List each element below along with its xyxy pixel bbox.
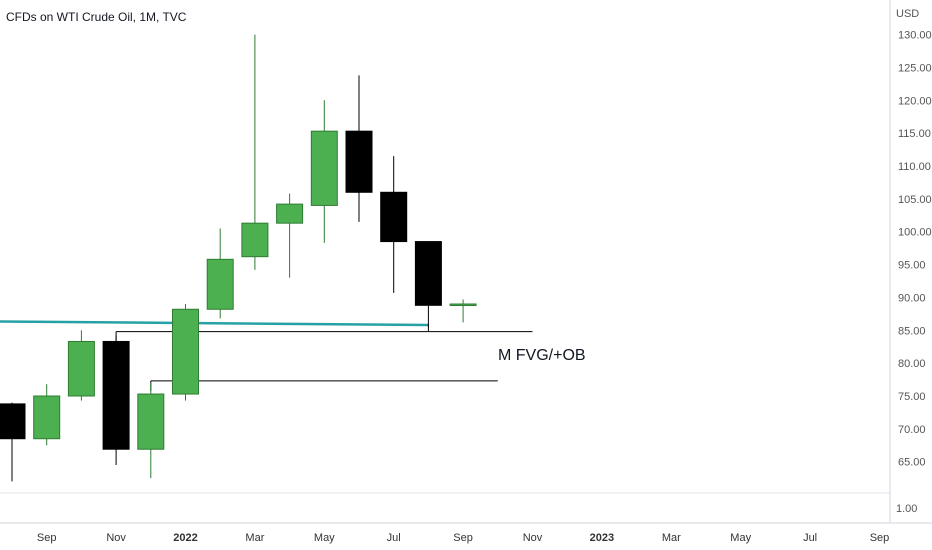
candle-body: [172, 308, 199, 395]
time-tick-label: Nov: [523, 532, 543, 544]
time-tick-label: Mar: [245, 532, 264, 544]
time-tick-label: Sep: [453, 532, 473, 544]
candle-body: [276, 203, 304, 224]
time-tick-label: May: [730, 532, 751, 544]
time-tick-label: Nov: [106, 532, 126, 544]
price-tick-label: 90.00: [898, 292, 926, 304]
time-tick-label: 2022: [173, 532, 197, 544]
candle-body: [241, 222, 269, 258]
time-axis[interactable]: Sep Nov 2022 Mar May Jul Sep Nov 2023 Mar May Jul Se…: [0, 522, 932, 544]
plot-area[interactable]: M FVG/+OB CFDs on WTI Crude Oil, 1M, TVC: [0, 10, 586, 482]
price-tick-label: 75.00: [898, 391, 926, 403]
price-tick-label: 105.00: [898, 194, 932, 206]
candle-2022-09[interactable]: [449, 299, 477, 323]
time-tick-label: Sep: [870, 532, 890, 544]
time-tick-label: Jul: [387, 532, 401, 544]
candle-2022-07[interactable]: [380, 156, 408, 293]
candle-2022-02[interactable]: [206, 228, 234, 319]
candle-body: [0, 403, 26, 440]
trendline[interactable]: [0, 320, 429, 327]
candle-body: [380, 191, 408, 243]
candle-body: [310, 130, 338, 206]
currency-label: USD: [896, 8, 919, 20]
candle-2022-03[interactable]: [241, 34, 269, 270]
price-tick-label: 85.00: [898, 325, 926, 337]
price-tick-label: 120.00: [898, 95, 932, 107]
price-tick-label: 95.00: [898, 260, 926, 272]
candle-2021-12[interactable]: [137, 382, 165, 479]
time-tick-label: 2023: [590, 532, 614, 544]
candle-2022-04[interactable]: [276, 193, 304, 278]
price-axis[interactable]: USD 130.00 125.00 120.00 115.00 110.00 105.00…: [889, 0, 932, 523]
candle-2022-05[interactable]: [310, 100, 338, 243]
candle-body: [345, 130, 373, 193]
price-tick-label: 125.00: [898, 62, 932, 74]
candle-2021-08[interactable]: [0, 402, 26, 482]
time-tick-label: Mar: [662, 532, 681, 544]
candle-body: [449, 303, 477, 306]
candle-body: [67, 340, 95, 397]
candles: [0, 34, 477, 482]
price-tick-label: 115.00: [898, 128, 931, 140]
candle-body: [102, 340, 130, 450]
time-tick-label: May: [314, 532, 335, 544]
price-tick-label: 110.00: [898, 161, 931, 173]
candle-body: [33, 395, 61, 440]
candle-body: [414, 241, 442, 306]
candle-2022-01[interactable]: [172, 304, 199, 401]
candle-2022-08[interactable]: [414, 241, 442, 327]
time-tick-label: Jul: [803, 532, 817, 544]
price-tick-label: 80.00: [898, 358, 926, 370]
candle-2021-11[interactable]: [102, 335, 130, 465]
time-tick-label: Sep: [37, 532, 57, 544]
candle-body: [206, 258, 234, 310]
candle-body: [137, 393, 165, 450]
price-tick-label: 130.00: [898, 30, 932, 42]
candle-2021-09[interactable]: [33, 384, 61, 446]
candle-2022-06[interactable]: [345, 75, 373, 222]
candle-2021-10[interactable]: [67, 330, 95, 401]
sub-pane-tick-label: 1.00: [896, 503, 917, 515]
price-tick-label: 65.00: [898, 457, 926, 469]
price-tick-label: 70.00: [898, 424, 926, 436]
annotation-label: M FVG/+OB: [498, 347, 586, 364]
chart-title: CFDs on WTI Crude Oil, 1M, TVC: [6, 10, 187, 24]
price-tick-label: 100.00: [898, 227, 932, 239]
